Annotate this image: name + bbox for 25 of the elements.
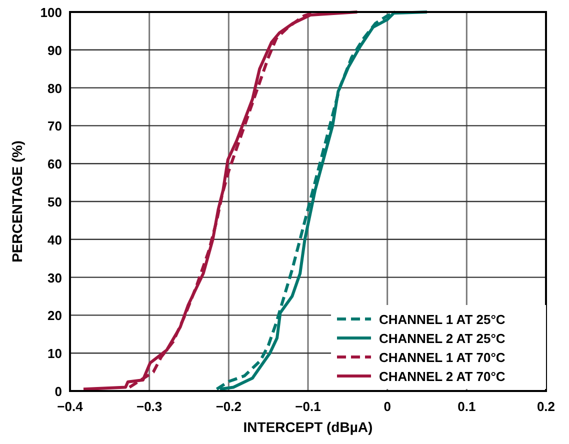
x-tick-label: 0.1 [458,399,476,414]
x-tick-label: −0.3 [136,399,162,414]
x-tick-label: −0.2 [216,399,242,414]
y-tick-label: 50 [48,194,62,210]
legend-label: CHANNEL 2 AT 25°C [379,331,506,346]
y-tick-label: 70 [48,118,62,134]
y-tick-label: 0 [54,384,62,399]
x-tick-label: 0.2 [536,399,556,414]
x-tick-label: 0 [384,399,391,414]
y-tick-label: 80 [48,80,62,96]
x-tick-label: −0.4 [57,399,84,414]
y-tick-label: 60 [48,156,62,172]
legend-label: CHANNEL 1 AT 25°C [379,312,506,327]
x-axis-title: INTERCEPT (dBµA) [243,419,373,435]
y-tick-label: 100 [40,5,62,20]
x-tick-label: −0.1 [295,399,321,414]
y-tick-label: 30 [48,270,62,286]
y-tick-label: 20 [48,308,62,324]
y-tick-label: 40 [48,232,62,248]
legend-label: CHANNEL 1 AT 70°C [379,350,506,365]
y-axis-title: PERCENTAGE (%) [9,140,25,262]
legend-label: CHANNEL 2 AT 70°C [379,369,506,384]
line-series [82,10,359,391]
y-tick-label: 10 [48,346,62,362]
y-tick-label: 90 [48,42,62,58]
